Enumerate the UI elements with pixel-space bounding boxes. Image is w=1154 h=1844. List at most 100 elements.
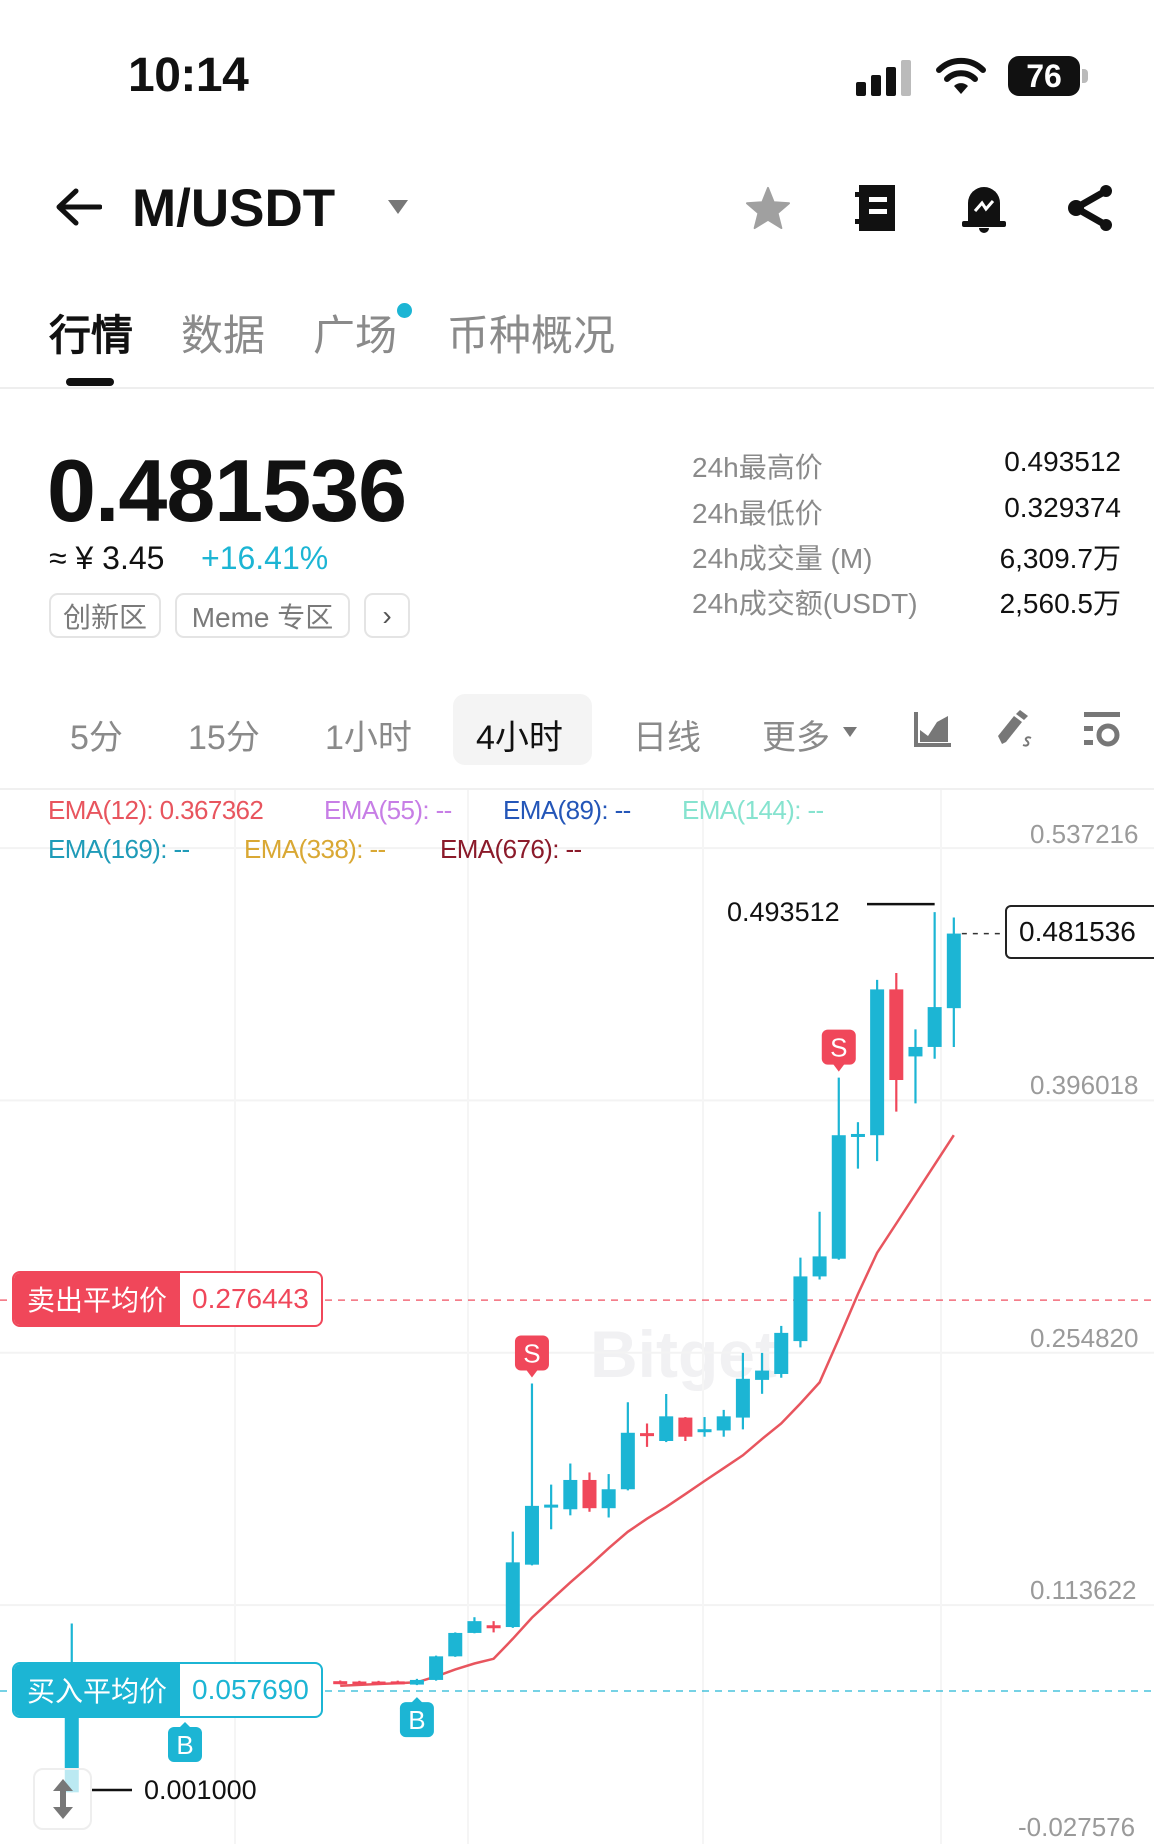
tab-data[interactable]: 数据 (181, 312, 266, 359)
tag-meme-zone[interactable]: Meme 专区 (175, 593, 350, 638)
ema-legend-144: EMA(144): -- (682, 795, 824, 825)
ema-legend-338: EMA(338): -- (244, 834, 386, 864)
battery-cap (1082, 69, 1088, 83)
timeframe-15m[interactable]: 15分 (188, 719, 260, 757)
sell-marker[interactable]: S (514, 1335, 549, 1378)
timeframe-1h[interactable]: 1小时 (325, 719, 412, 757)
share-icon (1068, 185, 1112, 231)
candle-body-down (352, 1681, 367, 1685)
candle-body-up (601, 1489, 616, 1509)
last-price-axis-label: 0.481536 (1019, 916, 1136, 947)
candle-body-up (946, 933, 961, 1009)
chevron-right-icon: › (382, 599, 392, 631)
candle-body-up (927, 1007, 942, 1047)
candle-body-down (640, 1433, 655, 1437)
high-price-label: 0.493512 (727, 897, 840, 927)
stat-low-value: 0.329374 (1004, 492, 1121, 523)
timeframe-more[interactable]: 更多 (762, 719, 830, 757)
y-axis-label: -0.027576 (1018, 1812, 1136, 1842)
timeframe-1d[interactable]: 日线 (633, 719, 701, 757)
buy-marker[interactable]: B (168, 1722, 202, 1762)
y-axis-label: 0.537216 (1030, 819, 1139, 849)
ema-legend-89: EMA(89): -- (503, 795, 631, 825)
candle-body-up (467, 1621, 482, 1633)
pair-dropdown-icon[interactable] (388, 200, 408, 214)
candle-body-up (716, 1416, 731, 1431)
timeframe-4h[interactable]: 4小时 (476, 719, 563, 757)
candle-body-up (755, 1370, 770, 1380)
stat-turnover-label: 24h成交额(USDT) (692, 588, 918, 619)
marker-badge (514, 1335, 549, 1371)
drawing-tool-button[interactable] (994, 708, 1038, 752)
marker-pointer (410, 1697, 423, 1704)
buy-average-label[interactable]: 买入平均价 0.057690 (12, 1662, 323, 1718)
marker-badge (399, 1702, 434, 1738)
tab-market[interactable]: 行情 (49, 312, 134, 359)
stat-low-label: 24h最低价 (692, 498, 823, 529)
sell-average-value: 0.276443 (192, 1283, 309, 1314)
marker-badge (168, 1727, 202, 1762)
ema-legend-12: EMA(12): 0.367362 (48, 795, 264, 825)
candle-body-up (544, 1504, 559, 1508)
candle-body-down (678, 1417, 693, 1437)
sell-marker[interactable]: S (821, 1029, 856, 1072)
alert-bell-icon (962, 187, 1006, 233)
pair-title[interactable]: M/USDT (132, 179, 336, 238)
toolbar-divider (0, 788, 1154, 790)
status-time: 10:14 (128, 49, 249, 102)
tab-badge-dot (397, 303, 412, 318)
timeframe-5m[interactable]: 5分 (70, 719, 123, 757)
marker-pointer (525, 1369, 538, 1378)
drawing-tool-icon (998, 710, 1032, 747)
tag-innovation-zone[interactable]: 创新区 (49, 593, 161, 638)
marker-pointer (179, 1722, 191, 1728)
notebook-icon (855, 185, 895, 231)
tag-label: 创新区 (62, 601, 147, 633)
active-tab-indicator (66, 378, 114, 386)
star-icon (746, 186, 790, 230)
ema-legend-55: EMA(55): -- (324, 795, 452, 825)
marker-pointer (832, 1063, 845, 1072)
candle-body-down (889, 989, 904, 1081)
candle-body-up (505, 1562, 520, 1628)
back-button[interactable] (50, 182, 106, 232)
tab-coin-overview[interactable]: 币种概况 (447, 312, 616, 359)
marker-letter: B (176, 1730, 193, 1760)
marker-letter: B (408, 1705, 425, 1735)
candle-body-down (390, 1681, 405, 1685)
candle-body-up (64, 1694, 79, 1793)
ema-legend-676: EMA(676): -- (440, 834, 582, 864)
candle-body-up (620, 1432, 635, 1490)
last-price-box: 0.481536 (1005, 905, 1154, 959)
stat-volume-label: 24h成交量 (M) (692, 543, 873, 574)
candle-body-up (831, 1135, 846, 1259)
candle-body-up (697, 1429, 712, 1433)
signal-icon (856, 60, 914, 101)
candle-body-up (793, 1276, 808, 1342)
tags-more-button[interactable]: › (364, 593, 410, 638)
stat-high-value: 0.493512 (1004, 446, 1121, 477)
buy-marker[interactable]: B (399, 1697, 434, 1738)
back-arrow-icon (56, 188, 102, 226)
order-book-button[interactable] (850, 182, 902, 234)
chart-type-icon (914, 712, 951, 747)
share-button[interactable] (1064, 182, 1116, 234)
sell-average-label[interactable]: 卖出平均价 0.276443 (12, 1271, 323, 1327)
scale-toggle-button[interactable] (33, 1768, 92, 1830)
tab-square[interactable]: 广场 (313, 312, 398, 359)
price-alert-button[interactable] (958, 180, 1010, 236)
indicator-settings-icon (1084, 712, 1120, 747)
ema12-line (340, 1134, 955, 1688)
chart-type-button[interactable] (910, 708, 954, 752)
candle-body-up (524, 1505, 539, 1565)
watermark-text: Bitget (590, 1317, 777, 1391)
favorite-button[interactable] (742, 182, 794, 234)
candle-body-up (812, 1256, 827, 1277)
last-price: 0.481536 (47, 441, 407, 540)
low-price-label: 0.001000 (144, 1775, 257, 1805)
more-dropdown-icon[interactable] (843, 727, 857, 737)
buy-average-value: 0.057690 (192, 1674, 309, 1705)
indicator-settings-button[interactable] (1080, 708, 1124, 752)
marker-badge (821, 1029, 856, 1065)
